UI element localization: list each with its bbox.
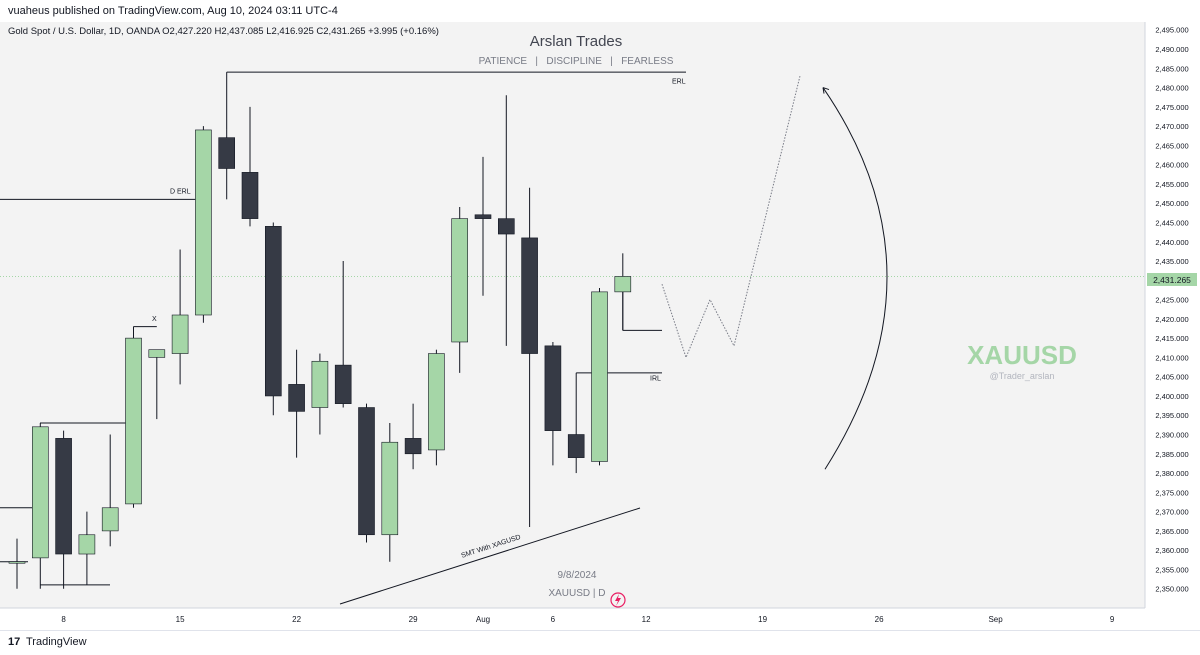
candle-body bbox=[544, 345, 562, 431]
candle-body bbox=[148, 349, 166, 358]
candle-body bbox=[404, 438, 422, 455]
projection-path bbox=[661, 75, 801, 359]
candle-body bbox=[218, 137, 235, 169]
x-label: X bbox=[152, 316, 157, 323]
y-axis-ticks: 2,350.000 2,355.000 2,360.000 2,365.000 2,37… bbox=[1155, 26, 1188, 594]
y-tick-label: 2,385.000 bbox=[1155, 450, 1188, 459]
y-tick-label: 2,365.000 bbox=[1155, 527, 1188, 536]
target-arrowhead bbox=[822, 87, 830, 94]
candle-body bbox=[8, 561, 26, 564]
y-tick-label: 2,495.000 bbox=[1155, 26, 1188, 35]
candle-layer bbox=[8, 95, 632, 589]
y-tick-label: 2,395.000 bbox=[1155, 411, 1188, 420]
candle-body bbox=[78, 534, 96, 555]
y-tick-label: 2,460.000 bbox=[1155, 161, 1188, 170]
irl-label: IRL bbox=[650, 376, 661, 383]
candle-body bbox=[521, 237, 538, 354]
candle-body bbox=[497, 218, 515, 235]
candle-body bbox=[381, 441, 399, 536]
candle-body bbox=[195, 129, 212, 316]
y-tick-label: 2,390.000 bbox=[1155, 431, 1188, 440]
price-chart[interactable]: 2,350.000 2,355.000 2,360.000 2,365.000 2,37… bbox=[0, 22, 1200, 630]
x-tick-label: Sep bbox=[988, 615, 1003, 624]
x-tick-label: 8 bbox=[61, 615, 66, 624]
chart-title: Arslan Trades bbox=[530, 33, 623, 50]
y-tick-label: 2,435.000 bbox=[1155, 257, 1188, 266]
erl-label: ERL bbox=[672, 79, 686, 86]
x-tick-label: 9 bbox=[1110, 615, 1115, 624]
tradingview-footer: 17 TradingView bbox=[0, 630, 1200, 655]
candle-body bbox=[474, 214, 492, 219]
y-tick-label: 2,490.000 bbox=[1155, 45, 1188, 54]
y-tick-label: 2,425.000 bbox=[1155, 296, 1188, 305]
y-tick-label: 2,410.000 bbox=[1155, 353, 1188, 362]
lightning-icon bbox=[610, 592, 626, 608]
y-tick-label: 2,465.000 bbox=[1155, 141, 1188, 150]
y-tick-label: 2,415.000 bbox=[1155, 334, 1188, 343]
candle-body bbox=[241, 172, 259, 219]
candle-body bbox=[125, 337, 142, 505]
x-tick-label: 6 bbox=[551, 615, 556, 624]
y-tick-label: 2,440.000 bbox=[1155, 238, 1188, 247]
price-axis-panel bbox=[1145, 22, 1200, 630]
tradingview-brand: TradingView bbox=[26, 636, 87, 648]
d-erl-label: D ERL bbox=[170, 189, 191, 196]
publisher-text: vuaheus published on TradingView.com, Au… bbox=[8, 5, 338, 17]
candle-body bbox=[614, 276, 632, 293]
y-tick-label: 2,445.000 bbox=[1155, 218, 1188, 227]
last-price-tag: 2,431.265 bbox=[1147, 273, 1197, 286]
candle-body bbox=[591, 291, 608, 462]
y-tick-label: 2,370.000 bbox=[1155, 508, 1188, 517]
publisher-bar: vuaheus published on TradingView.com, Au… bbox=[0, 0, 1200, 22]
y-tick-label: 2,355.000 bbox=[1155, 565, 1188, 574]
y-tick-label: 2,470.000 bbox=[1155, 122, 1188, 131]
y-tick-label: 2,380.000 bbox=[1155, 469, 1188, 478]
candle-body bbox=[567, 434, 585, 458]
candle-body bbox=[358, 407, 375, 536]
candle-body bbox=[451, 218, 469, 343]
smt-trendline bbox=[339, 507, 641, 605]
y-tick-label: 2,420.000 bbox=[1155, 315, 1188, 324]
date-stamp: 9/8/2024 bbox=[558, 570, 597, 581]
symbol-info: Gold Spot / U.S. Dollar, 1D, OANDA O2,42… bbox=[8, 26, 439, 37]
x-tick-label: 19 bbox=[758, 615, 767, 624]
tradingview-logo-icon: 17 bbox=[8, 636, 21, 648]
candle-body bbox=[171, 314, 189, 354]
candle-body bbox=[311, 360, 329, 408]
candle-body bbox=[31, 426, 49, 559]
y-tick-label: 2,360.000 bbox=[1155, 546, 1188, 555]
candle-body bbox=[55, 438, 72, 555]
y-tick-label: 2,475.000 bbox=[1155, 103, 1188, 112]
handle-watermark: @Trader_arslan bbox=[990, 371, 1055, 381]
y-tick-label: 2,480.000 bbox=[1155, 84, 1188, 93]
x-tick-label: 26 bbox=[875, 615, 884, 624]
time-axis-panel bbox=[0, 608, 1145, 630]
symbol-watermark: XAUUSD bbox=[967, 340, 1077, 370]
x-tick-label: 12 bbox=[642, 615, 651, 624]
candle-body bbox=[288, 384, 305, 412]
candle-body bbox=[101, 507, 119, 532]
x-axis-ticks: 8 15 22 29 Aug 6 12 19 26 Sep 9 bbox=[61, 615, 1115, 624]
y-tick-label: 2,350.000 bbox=[1155, 585, 1188, 594]
x-tick-label: Aug bbox=[476, 615, 490, 624]
chart-background bbox=[0, 22, 1145, 608]
candle-body bbox=[264, 226, 282, 397]
y-tick-label: 2,400.000 bbox=[1155, 392, 1188, 401]
last-price-text: 2,431.265 bbox=[1153, 275, 1191, 285]
x-tick-label: 22 bbox=[292, 615, 301, 624]
x-tick-label: 29 bbox=[409, 615, 418, 624]
candle-body bbox=[334, 364, 352, 404]
symbol-tag: XAUUSD | D bbox=[548, 588, 605, 599]
y-tick-label: 2,375.000 bbox=[1155, 488, 1188, 497]
y-tick-label: 2,455.000 bbox=[1155, 180, 1188, 189]
chart-subtitle: PATIENCE | DISCIPLINE | FEARLESS bbox=[479, 56, 674, 67]
candle-body bbox=[428, 353, 445, 451]
x-tick-label: 15 bbox=[176, 615, 185, 624]
target-arrow bbox=[822, 87, 888, 470]
y-tick-label: 2,485.000 bbox=[1155, 64, 1188, 73]
y-tick-label: 2,450.000 bbox=[1155, 199, 1188, 208]
y-tick-label: 2,405.000 bbox=[1155, 373, 1188, 382]
